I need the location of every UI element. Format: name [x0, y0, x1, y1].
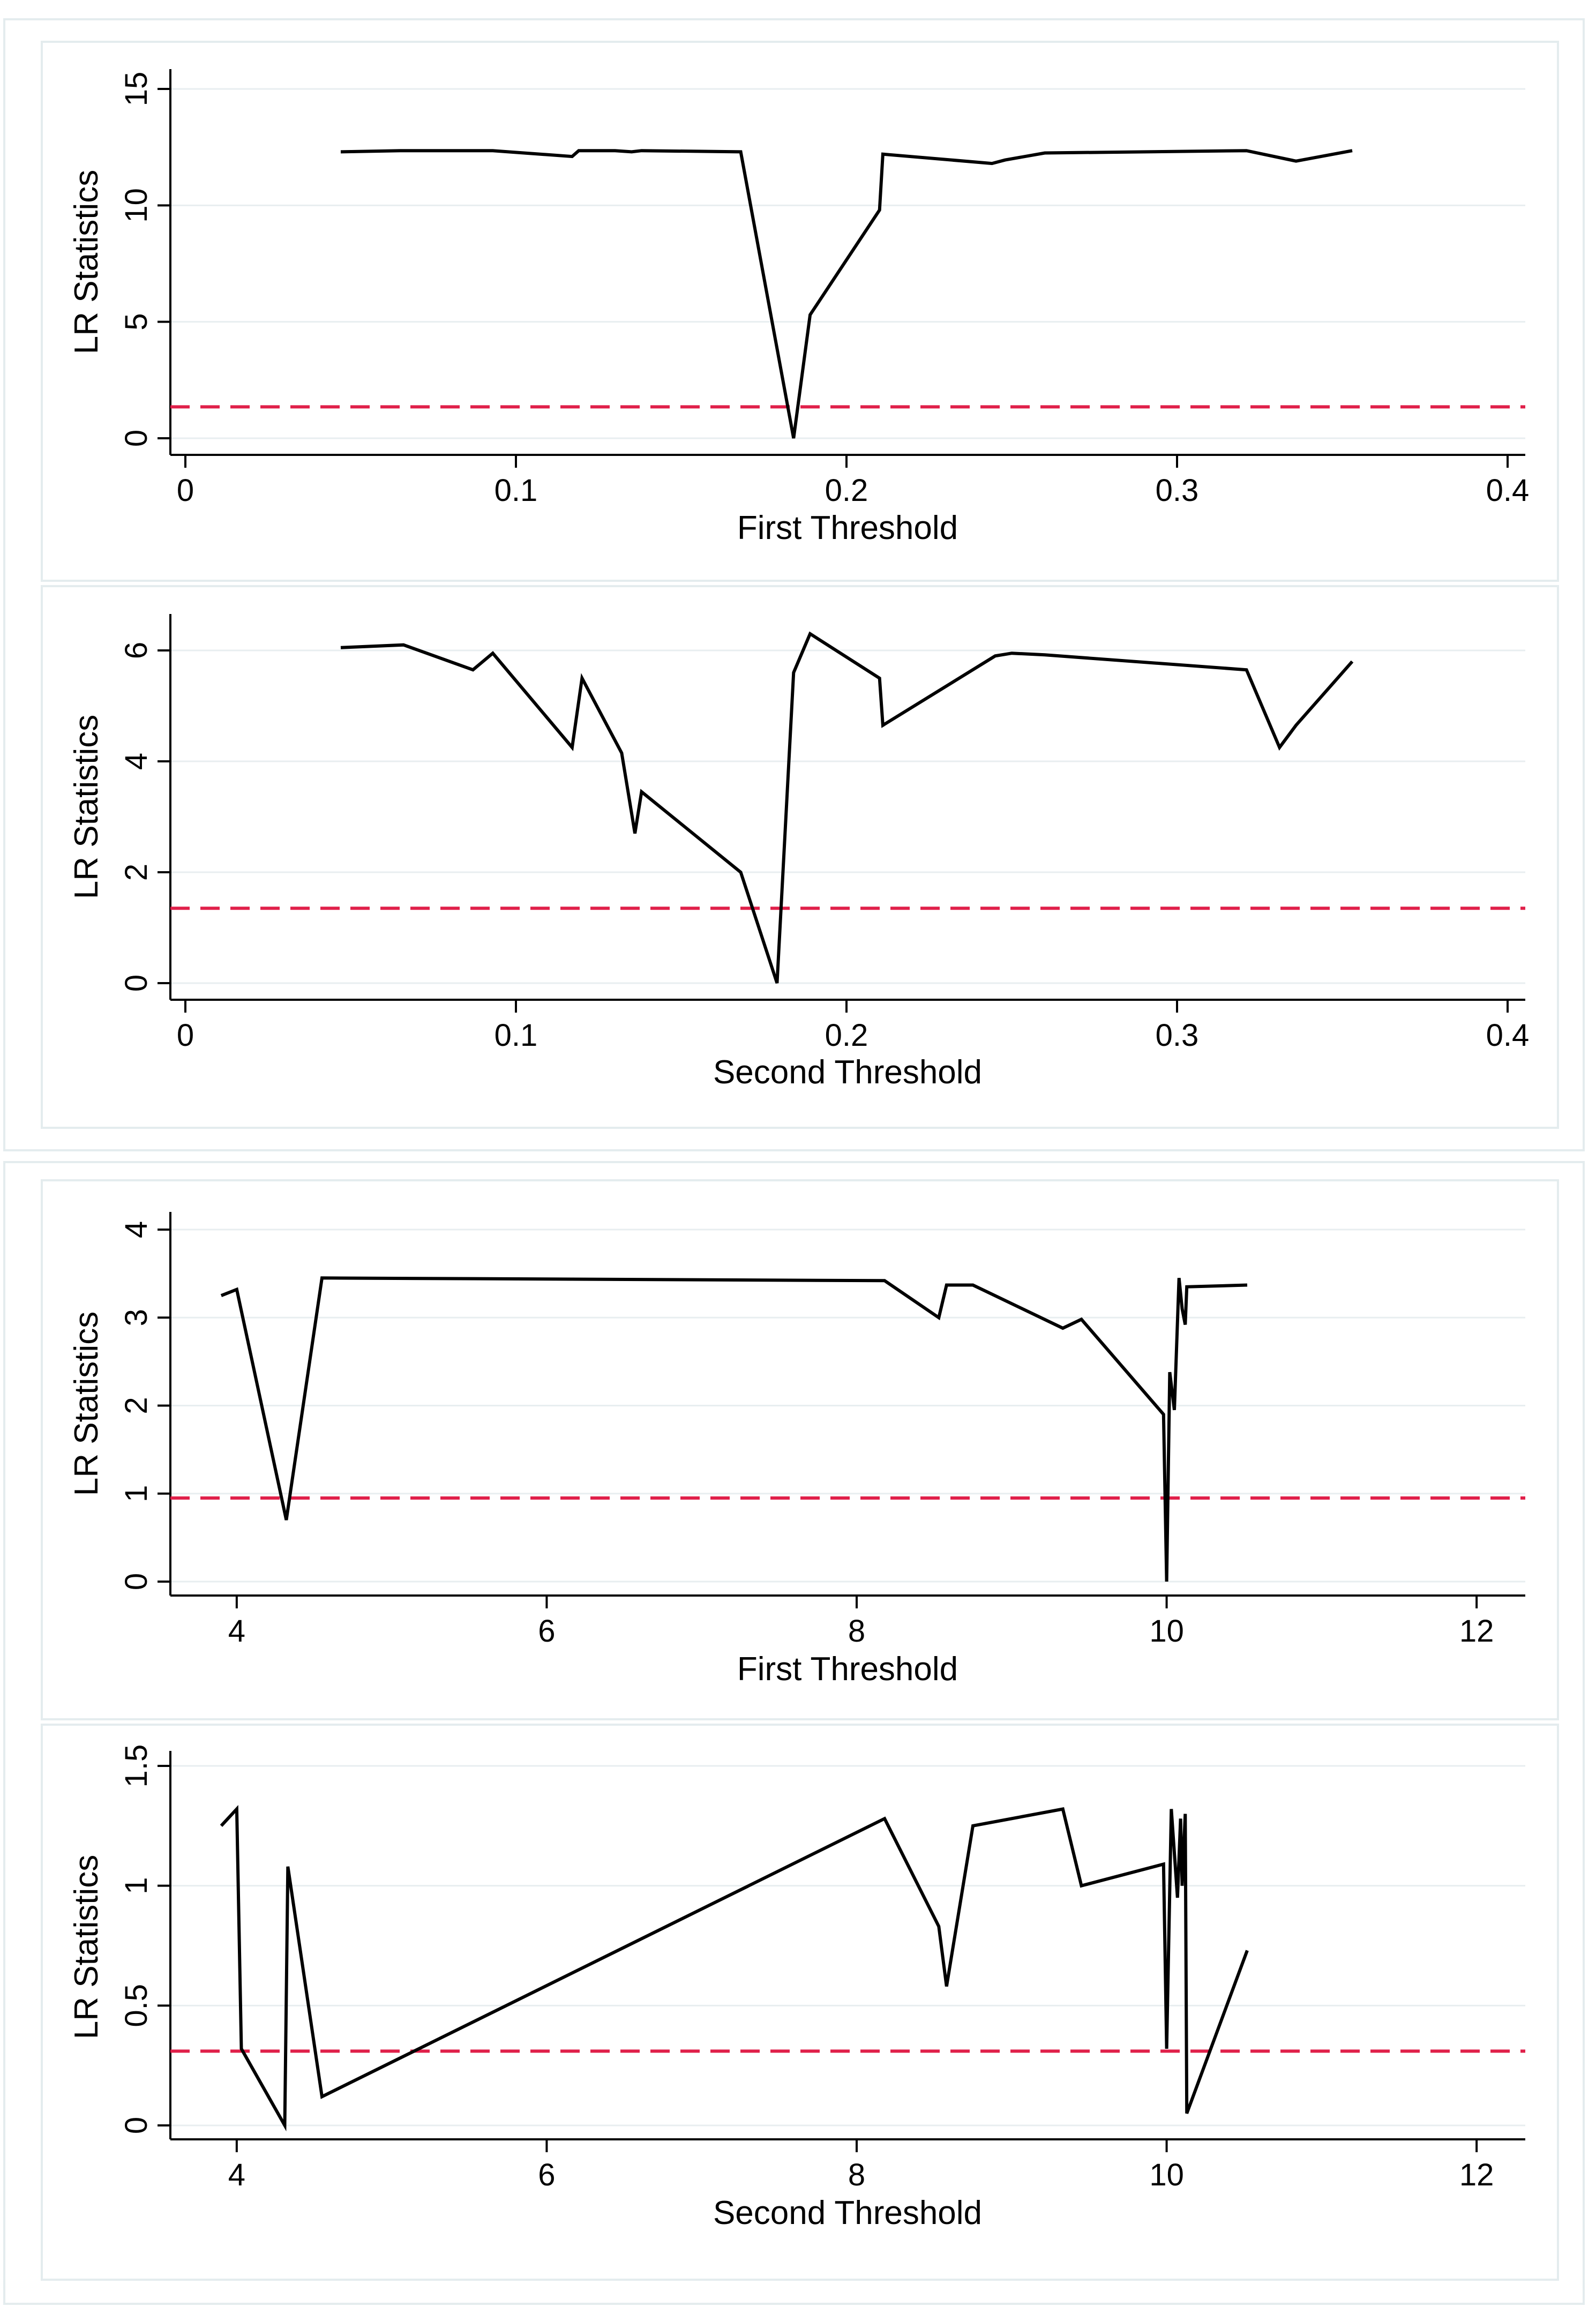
x-tick-label: 0.2 — [825, 1018, 868, 1053]
y-tick-label: 3 — [119, 1309, 154, 1326]
y-tick-label: 1 — [119, 1485, 154, 1502]
panel-frame — [41, 1179, 1559, 1720]
x-axis-label: Second Threshold — [713, 2195, 982, 2231]
group-frame-top — [3, 18, 1585, 1151]
y-tick-label: 2 — [119, 1397, 154, 1414]
y-tick-label: 4 — [119, 753, 154, 770]
x-tick-label: 0.3 — [1156, 1018, 1199, 1053]
x-tick-label: 0.3 — [1156, 473, 1199, 508]
y-axis-label: LR Statistics — [68, 1312, 105, 1496]
x-tick-label: 8 — [848, 2158, 865, 2192]
group-frame-bottom — [3, 1161, 1585, 2305]
y-axis-label: LR Statistics — [68, 170, 105, 355]
x-tick-label: 10 — [1149, 1614, 1184, 1649]
panel-frame — [41, 585, 1559, 1129]
y-tick-label: 15 — [119, 72, 154, 107]
lr-series-line — [340, 149, 1353, 439]
x-tick-label: 0.2 — [825, 473, 868, 508]
x-tick-label: 4 — [228, 2158, 245, 2192]
lr-series-line — [340, 631, 1354, 984]
y-tick-label: 0.5 — [119, 1984, 154, 2027]
y-tick-label: 0 — [119, 975, 154, 992]
y-tick-label: 6 — [119, 642, 154, 659]
chart-panel-1: 0 5 10 15 0 0.1 0.2 0.3 0.4 First Threshold LR S… — [41, 41, 1559, 582]
x-tick-label: 0.1 — [494, 1018, 538, 1053]
x-tick-label: 0.4 — [1486, 473, 1530, 508]
x-tick-label: 12 — [1459, 2158, 1494, 2192]
x-tick-label: 10 — [1149, 2158, 1184, 2192]
panel-frame — [41, 41, 1559, 582]
y-tick-label: 1 — [119, 1877, 154, 1894]
x-tick-label: 4 — [228, 1614, 245, 1649]
chart-panel-4: 0 0.5 1 1.5 4 6 8 10 12 Second Threshold LR Stat… — [41, 1724, 1559, 2281]
x-axis-label: First Threshold — [737, 510, 958, 546]
x-tick-label: 0 — [177, 473, 194, 508]
lr-series-line — [220, 1276, 1248, 1582]
y-tick-label: 2 — [119, 864, 154, 881]
y-tick-label: 10 — [119, 188, 154, 223]
x-tick-label: 0.4 — [1486, 1018, 1530, 1053]
x-tick-label: 6 — [538, 2158, 555, 2192]
y-tick-label: 5 — [119, 313, 154, 331]
x-axis-label: Second Threshold — [713, 1054, 982, 1091]
y-tick-label: 0 — [119, 430, 154, 447]
y-axis-label: LR Statistics — [68, 715, 105, 900]
x-tick-label: 6 — [538, 1614, 555, 1649]
y-tick-label: 0 — [119, 1573, 154, 1590]
y-tick-label: 0 — [119, 2117, 154, 2134]
panel-frame — [41, 1724, 1559, 2281]
x-axis-label: First Threshold — [737, 1651, 958, 1688]
y-tick-label: 1.5 — [119, 1744, 154, 1788]
lr-series-line — [220, 1805, 1249, 2132]
x-tick-label: 12 — [1459, 1614, 1494, 1649]
y-tick-label: 4 — [119, 1221, 154, 1238]
x-tick-label: 0 — [177, 1018, 194, 1053]
x-tick-label: 8 — [848, 1614, 865, 1649]
y-axis-label: LR Statistics — [68, 1855, 105, 2040]
x-tick-label: 0.1 — [494, 473, 538, 508]
chart-panel-2: 0 2 4 6 0 0.1 0.2 0.3 0.4 Second Threshold LR St… — [41, 585, 1559, 1129]
